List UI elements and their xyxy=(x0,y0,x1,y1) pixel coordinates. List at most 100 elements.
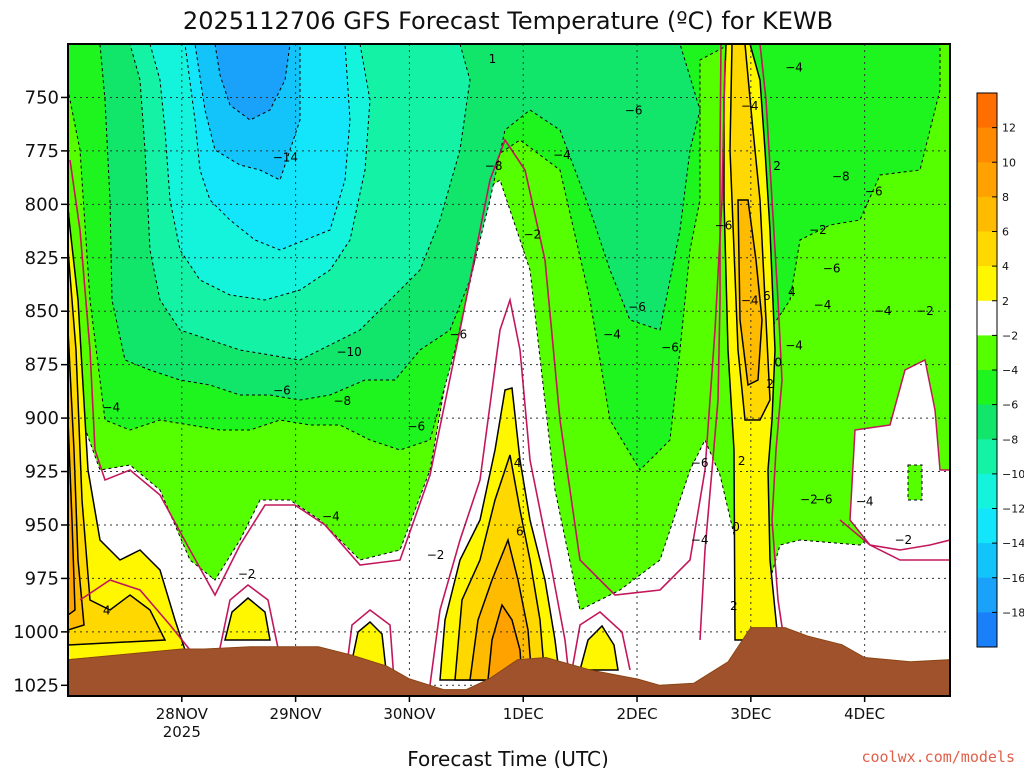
y-tick-label: 1025 xyxy=(13,675,59,696)
grid xyxy=(68,44,950,696)
colorbar-label: −8 xyxy=(1002,433,1018,446)
contour-label: −4 xyxy=(785,338,803,352)
zero-contour xyxy=(699,44,722,641)
lobe-29nov xyxy=(224,597,271,641)
credit-link[interactable]: coolwx.com/models xyxy=(861,748,1015,766)
x-tick-label: 29NOV xyxy=(270,705,323,723)
x-tick-label: 2DEC xyxy=(617,705,658,723)
colorbar-label: 8 xyxy=(1002,191,1009,204)
y-tick-label: 1000 xyxy=(13,622,59,643)
colorbar-swatch xyxy=(977,577,997,613)
colorbar-label: −14 xyxy=(1002,537,1024,550)
plot-area xyxy=(68,44,950,696)
contour-label: −10 xyxy=(336,345,361,359)
contour-labels: 1 −4 −4 −6 −4 −14 −8 2 −8 −6 −6 −2 −2 −6 −4 6 4 −4 −6 −4 −2 −… xyxy=(102,52,934,618)
colorbar: 12 10 8 6 4 2 −2 −4 −6 −8 −10 −12 −14 −16 −18 xyxy=(976,92,1024,648)
contour-label: −4 xyxy=(322,509,340,523)
contour-label: −4 xyxy=(553,148,571,162)
zero-contour xyxy=(219,583,279,649)
chart-title: 2025112706 GFS Forecast Temperature (ºC)… xyxy=(183,7,833,35)
contour-label: −4 xyxy=(856,494,874,508)
colorbar-label: 2 xyxy=(1002,295,1009,308)
contour-label: −4 xyxy=(102,400,120,414)
colorbar-label: −6 xyxy=(1002,399,1018,412)
colorbar-label: −2 xyxy=(1002,329,1018,342)
contour-label: −6 xyxy=(273,383,291,397)
y-axis: 750 775 800 825 850 875 900 925 950 975 1000 1025 xyxy=(13,87,68,696)
contour-label: 1 xyxy=(489,52,497,66)
contour-label: 2 xyxy=(738,454,746,468)
contour-label: −8 xyxy=(485,159,503,173)
contour-label: −2 xyxy=(809,223,827,237)
x-tick-label: 4DEC xyxy=(844,705,885,723)
contour-label: −6 xyxy=(625,103,643,117)
contour-label: −4 xyxy=(741,294,759,308)
contour-label: −4 xyxy=(785,61,803,75)
contour-label: −8 xyxy=(832,170,850,184)
y-tick-label: 775 xyxy=(25,141,59,162)
contour-label: 2 xyxy=(773,159,781,173)
x-tick-sublabel: 2025 xyxy=(163,723,201,741)
lobe-2dec xyxy=(579,624,619,671)
x-tick-label: 3DEC xyxy=(730,705,771,723)
contour-label: −2 xyxy=(238,567,256,581)
colorbar-swatch xyxy=(977,473,997,509)
contour-label: −6 xyxy=(691,456,709,470)
contour-label: 4 xyxy=(788,285,796,299)
colorbar-swatch xyxy=(977,543,997,579)
contour-label: −6 xyxy=(715,219,733,233)
colorbar-swatch xyxy=(977,162,997,198)
contour-label: −2 xyxy=(427,548,445,562)
band-warm-8 xyxy=(68,419,76,616)
contour-label: −2 xyxy=(894,533,912,547)
zero-contour xyxy=(429,296,571,686)
x-axis-label: Forecast Time (UTC) xyxy=(407,747,609,768)
contour-label: −4 xyxy=(814,298,832,312)
contour-label: 4 xyxy=(103,603,111,617)
y-tick-label: 875 xyxy=(25,355,59,376)
colorbar-swatch xyxy=(977,300,997,336)
y-tick-label: 950 xyxy=(25,515,59,536)
zero-contour xyxy=(571,610,631,671)
contour-label: 6 xyxy=(763,289,771,303)
y-tick-label: 850 xyxy=(25,301,59,322)
x-tick-label: 30NOV xyxy=(383,705,436,723)
colorbar-label: −10 xyxy=(1002,468,1024,481)
contour-label: −6 xyxy=(865,185,883,199)
colorbar-swatch xyxy=(977,612,997,648)
colorbar-swatch xyxy=(977,231,997,267)
colorbar-swatch xyxy=(977,508,997,544)
band-minus-18 xyxy=(214,44,291,121)
y-tick-label: 975 xyxy=(25,568,59,589)
zero-contour xyxy=(69,59,726,597)
contour-label: −6 xyxy=(823,261,841,275)
colorbar-swatch xyxy=(977,127,997,163)
x-tick-label: 1DEC xyxy=(503,705,544,723)
y-tick-label: 900 xyxy=(25,408,59,429)
colorbar-swatch xyxy=(977,93,997,129)
contour-label: −6 xyxy=(628,300,646,314)
y-tick-label: 800 xyxy=(25,194,59,215)
contour-label: −2 xyxy=(523,227,541,241)
contour-label: −8 xyxy=(333,394,351,408)
x-tick-label: 28NOV xyxy=(156,705,209,723)
y-tick-label: 825 xyxy=(25,248,59,269)
contour-label: −4 xyxy=(691,533,709,547)
colorbar-label: 4 xyxy=(1002,260,1009,273)
contour-label: −6 xyxy=(661,341,679,355)
colorbar-swatch xyxy=(977,370,997,406)
plot-frame xyxy=(67,43,951,697)
contour-label: 2 xyxy=(766,377,774,391)
contour-label: −6 xyxy=(815,492,833,506)
colorbar-label: −18 xyxy=(1002,606,1024,619)
contour-label: −14 xyxy=(273,150,298,164)
colorbar-swatch xyxy=(977,404,997,440)
contour-label: 2 xyxy=(730,599,738,613)
contour-label: 0 xyxy=(774,356,782,370)
colorbar-label: 10 xyxy=(1002,156,1016,169)
colorbar-label: 12 xyxy=(1002,122,1016,135)
colorbar-swatch xyxy=(977,196,997,232)
contour-label: −2 xyxy=(916,304,934,318)
y-tick-label: 750 xyxy=(25,87,59,108)
